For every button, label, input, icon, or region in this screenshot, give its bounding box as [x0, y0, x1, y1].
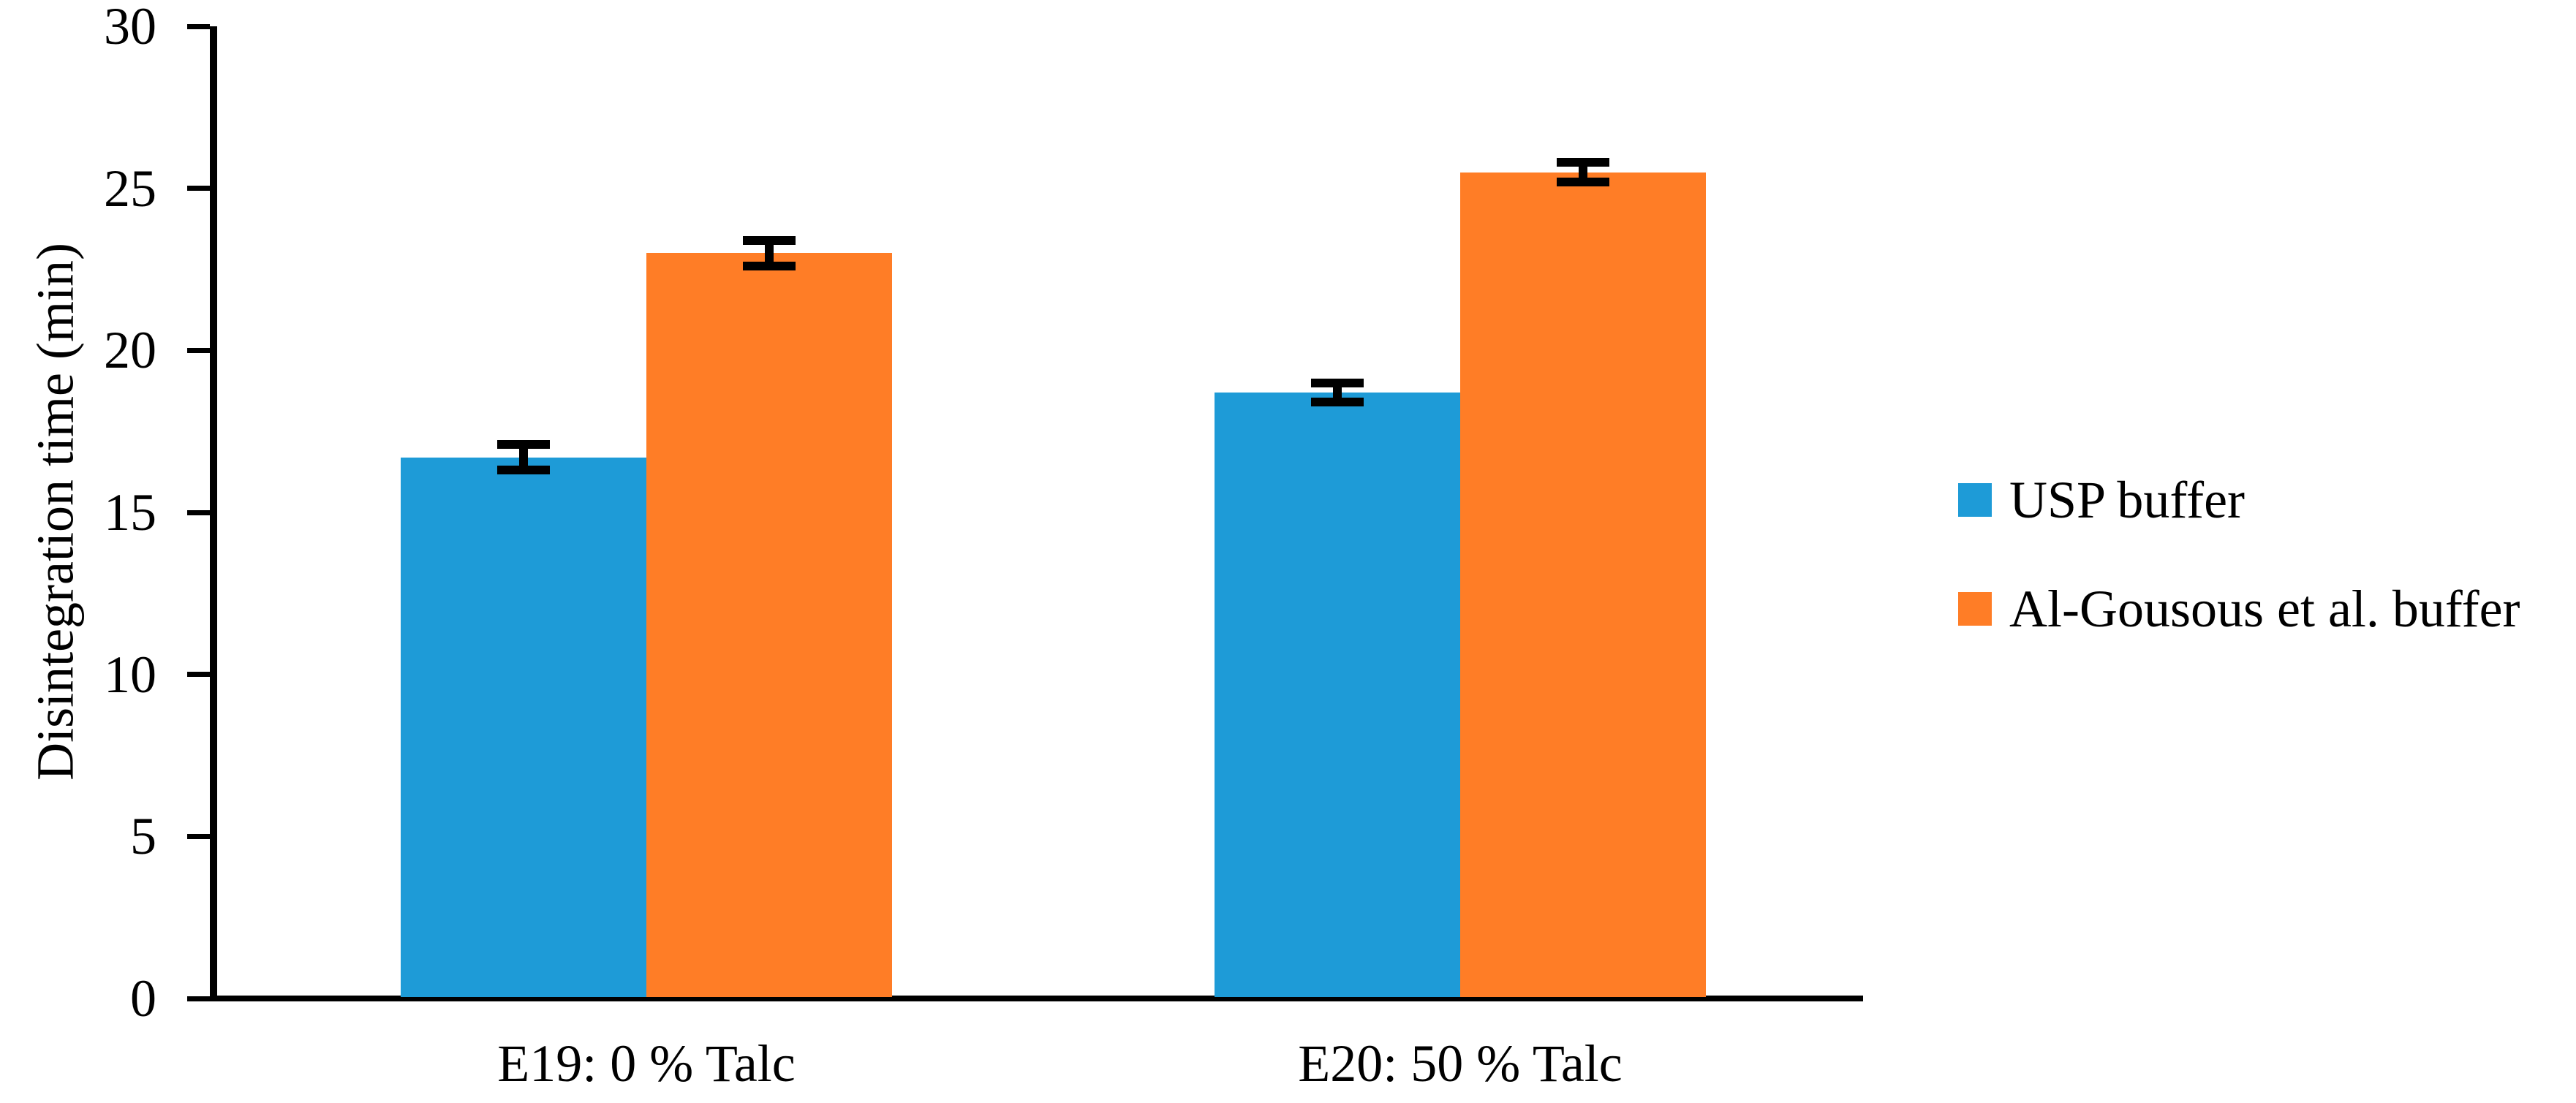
y-tick — [187, 672, 210, 678]
bar-usp-buffer-c0 — [401, 457, 646, 997]
y-tick — [187, 347, 210, 353]
y-tick-label: 0 — [130, 969, 156, 1028]
y-tick — [187, 833, 210, 839]
y-tick-label: 5 — [130, 807, 156, 866]
y-tick — [187, 186, 210, 192]
error-bar-cap-bottom — [743, 262, 796, 271]
y-axis-line — [210, 26, 217, 1001]
error-bar-line — [1333, 382, 1342, 403]
y-tick-label: 30 — [104, 0, 156, 56]
y-tick-label: 10 — [104, 645, 156, 704]
error-bar-cap-top — [1311, 378, 1364, 387]
y-tick — [187, 23, 210, 29]
y-tick — [187, 509, 210, 515]
bar-al-gousous-et-al-buffer-c0 — [646, 253, 892, 997]
error-bar-line — [1579, 162, 1587, 182]
error-bar-cap-top — [497, 439, 550, 449]
legend-label-usp: USP buffer — [2009, 471, 2245, 529]
error-bar-cap-bottom — [1557, 177, 1609, 186]
legend-swatch-usp — [1958, 483, 1992, 517]
error-bar-cap-bottom — [1311, 398, 1364, 407]
error-bar-line — [765, 240, 774, 267]
x-category-label: E19: 0 % Talc — [497, 1034, 796, 1093]
y-tick-label: 20 — [104, 321, 156, 380]
error-bar-cap-top — [1557, 158, 1609, 167]
y-tick-label: 25 — [104, 159, 156, 218]
x-category-label: E20: 50 % Talc — [1298, 1034, 1623, 1093]
y-tick-label: 15 — [104, 483, 156, 542]
y-tick — [187, 996, 210, 1001]
error-bar-cap-bottom — [497, 466, 550, 475]
bar-usp-buffer-c1 — [1215, 392, 1460, 997]
error-bar-cap-top — [743, 235, 796, 245]
legend-label-al-gousous: Al-Gousous et al. buffer — [2009, 580, 2520, 638]
bar-al-gousous-et-al-buffer-c1 — [1460, 172, 1706, 997]
x-axis-line — [210, 996, 1863, 1001]
legend-swatch-al-gousous — [1958, 592, 1992, 626]
error-bar-line — [519, 444, 528, 471]
